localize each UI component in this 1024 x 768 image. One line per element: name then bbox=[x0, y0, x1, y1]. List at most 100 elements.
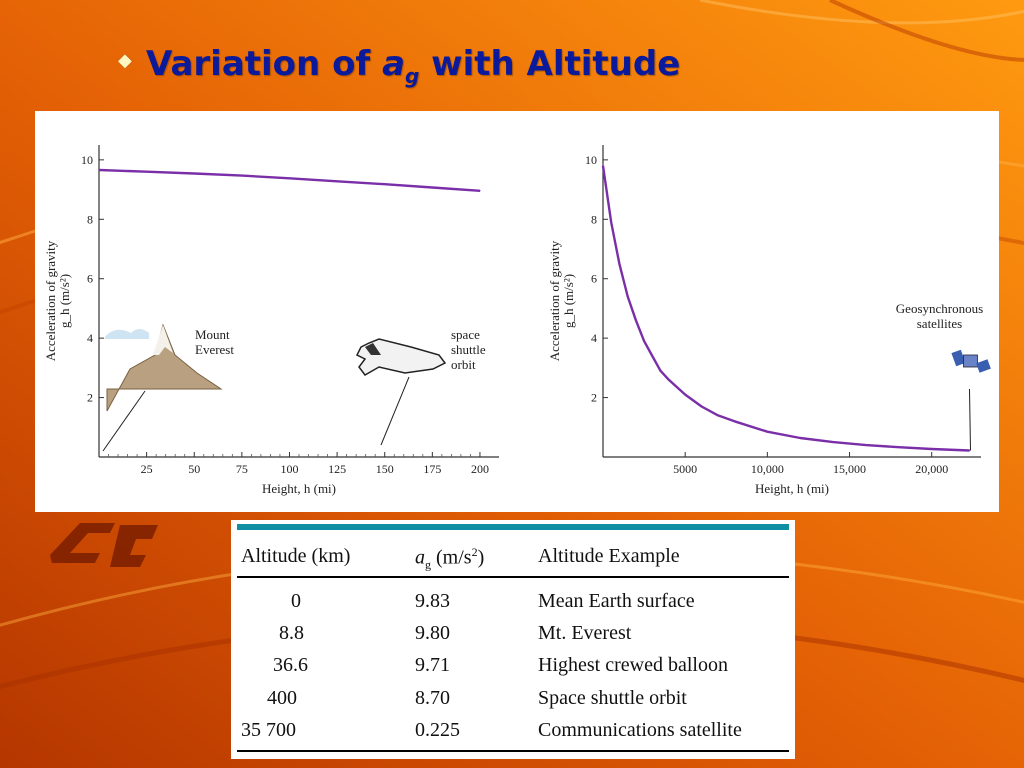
altitude-cell: 36.6 bbox=[273, 654, 308, 676]
acceleration-cell: 0.225 bbox=[415, 719, 460, 741]
acceleration-cell: 9.80 bbox=[415, 622, 450, 644]
x-tick-label: 10,000 bbox=[751, 462, 784, 476]
title-subscript: g bbox=[405, 64, 420, 88]
bottom-rule bbox=[237, 750, 789, 752]
altitude-table: Altitude (km) ag (m/s2) Altitude Example… bbox=[231, 520, 795, 759]
annotation-shuttle: shuttle bbox=[451, 342, 486, 357]
charts-svg: 2 4 6 8 10 25 50 75 100 125 150 175 200 Height, h (mi… bbox=[43, 145, 991, 496]
series-line bbox=[601, 165, 970, 452]
annotation-satellites: Geosynchronous bbox=[896, 301, 983, 316]
annotation-shuttle: orbit bbox=[451, 357, 476, 372]
y-tick-label: 2 bbox=[87, 391, 93, 405]
header-example: Altitude Example bbox=[538, 545, 680, 567]
data-point bbox=[931, 448, 933, 450]
data-point bbox=[146, 171, 148, 173]
x-tick-label: 15,000 bbox=[833, 462, 866, 476]
x-tick-label: 100 bbox=[280, 462, 298, 476]
decorative-glyph bbox=[50, 523, 158, 567]
chart-1: 2 4 6 8 10 25 50 75 100 125 150 175 200 Height, h (mi… bbox=[43, 145, 499, 496]
example-cell: Mean Earth surface bbox=[538, 590, 695, 612]
x-tick-label: 200 bbox=[471, 462, 489, 476]
data-point bbox=[668, 379, 670, 381]
header-acceleration: ag (m/s2) bbox=[415, 545, 484, 573]
space-shuttle-icon bbox=[355, 338, 447, 376]
header-g-sub: g bbox=[425, 557, 431, 572]
y-tick-label: 10 bbox=[81, 153, 93, 167]
header-unit: (m/s bbox=[431, 546, 472, 569]
altitude-cell: 400 bbox=[267, 687, 297, 709]
charts-panel: 2 4 6 8 10 25 50 75 100 125 150 175 200 Height, h (mi… bbox=[35, 111, 999, 512]
header-unit-exp: 2 bbox=[471, 545, 478, 559]
mountain-snow-icon bbox=[153, 325, 173, 355]
altitude-cell: 35 700 bbox=[241, 719, 296, 741]
y-tick-label: 6 bbox=[591, 272, 597, 286]
satellite-panel-icon bbox=[951, 349, 966, 367]
data-point bbox=[766, 431, 768, 433]
data-point bbox=[659, 370, 662, 372]
data-point bbox=[384, 183, 386, 185]
data-point bbox=[241, 175, 243, 177]
y-axis-label: Acceleration of gravity bbox=[43, 240, 58, 361]
data-point bbox=[288, 177, 291, 179]
x-tick-label: 20,000 bbox=[915, 462, 948, 476]
chart-2: 2 4 6 8 10 5000 10,000 15,000 20,000 Height, h (m… bbox=[547, 145, 991, 496]
data-point bbox=[717, 414, 719, 416]
annotation-shuttle: space bbox=[451, 327, 480, 342]
y-tick-label: 2 bbox=[591, 391, 597, 405]
y-tick-label: 4 bbox=[591, 331, 597, 345]
example-cell: Mt. Everest bbox=[538, 622, 632, 644]
mountain-icon bbox=[106, 323, 223, 412]
x-tick-label: 150 bbox=[376, 462, 394, 476]
data-point bbox=[799, 437, 801, 439]
data-point bbox=[336, 180, 338, 182]
table-top-bar bbox=[237, 524, 789, 530]
header-rule bbox=[237, 576, 789, 578]
x-tick-label: 5000 bbox=[673, 462, 697, 476]
data-point bbox=[479, 190, 481, 192]
y-tick-label: 4 bbox=[87, 331, 93, 345]
data-point bbox=[618, 263, 621, 265]
x-tick-label: 75 bbox=[236, 462, 248, 476]
acceleration-cell: 9.71 bbox=[415, 654, 450, 676]
example-cell: Space shuttle orbit bbox=[538, 687, 687, 709]
y-tick-label: 10 bbox=[585, 153, 597, 167]
x-axis-label: Height, h (mi) bbox=[755, 481, 829, 496]
y-axis-unit-label: g_h (m/s²) bbox=[561, 274, 576, 328]
cloud-icon bbox=[105, 329, 149, 339]
annotation-everest: Everest bbox=[195, 342, 234, 357]
slide-title: ◆ Variation of ag with Altitude bbox=[118, 44, 680, 88]
example-cell: Communications satellite bbox=[538, 719, 742, 741]
acceleration-cell: 9.83 bbox=[415, 590, 450, 612]
data-point bbox=[610, 221, 612, 223]
data-point bbox=[635, 319, 637, 321]
x-tick-label: 25 bbox=[141, 462, 153, 476]
shuttle-pointer bbox=[380, 376, 410, 446]
annotation-satellites: satellites bbox=[917, 316, 963, 331]
data-point bbox=[898, 446, 900, 448]
satellite-pointer bbox=[968, 388, 971, 451]
title-variable: a bbox=[382, 44, 406, 84]
header-altitude: Altitude (km) bbox=[241, 545, 351, 567]
y-tick-label: 8 bbox=[87, 212, 93, 226]
data-point bbox=[832, 441, 834, 443]
acceleration-cell: 8.70 bbox=[415, 687, 450, 709]
satellite-body-icon bbox=[963, 354, 978, 368]
series-line bbox=[98, 168, 481, 192]
altitude-cell: 8.8 bbox=[279, 622, 304, 644]
everest-pointer bbox=[102, 390, 146, 452]
shuttle-tail-icon bbox=[365, 343, 381, 355]
annotation-everest: Mount bbox=[195, 327, 230, 342]
y-tick-label: 6 bbox=[87, 272, 93, 286]
y-tick-label: 8 bbox=[591, 212, 597, 226]
data-point bbox=[602, 165, 604, 167]
data-point bbox=[627, 295, 629, 298]
data-point bbox=[865, 444, 867, 446]
header-unit-close: ) bbox=[477, 546, 485, 569]
example-cell: Highest crewed balloon bbox=[538, 654, 728, 676]
data-point bbox=[193, 172, 195, 175]
data-point bbox=[643, 340, 645, 342]
title-prefix: Variation of bbox=[146, 44, 383, 84]
header-a: a bbox=[415, 546, 425, 569]
diamond-bullet-icon: ◆ bbox=[118, 50, 132, 71]
data-point bbox=[968, 449, 971, 452]
